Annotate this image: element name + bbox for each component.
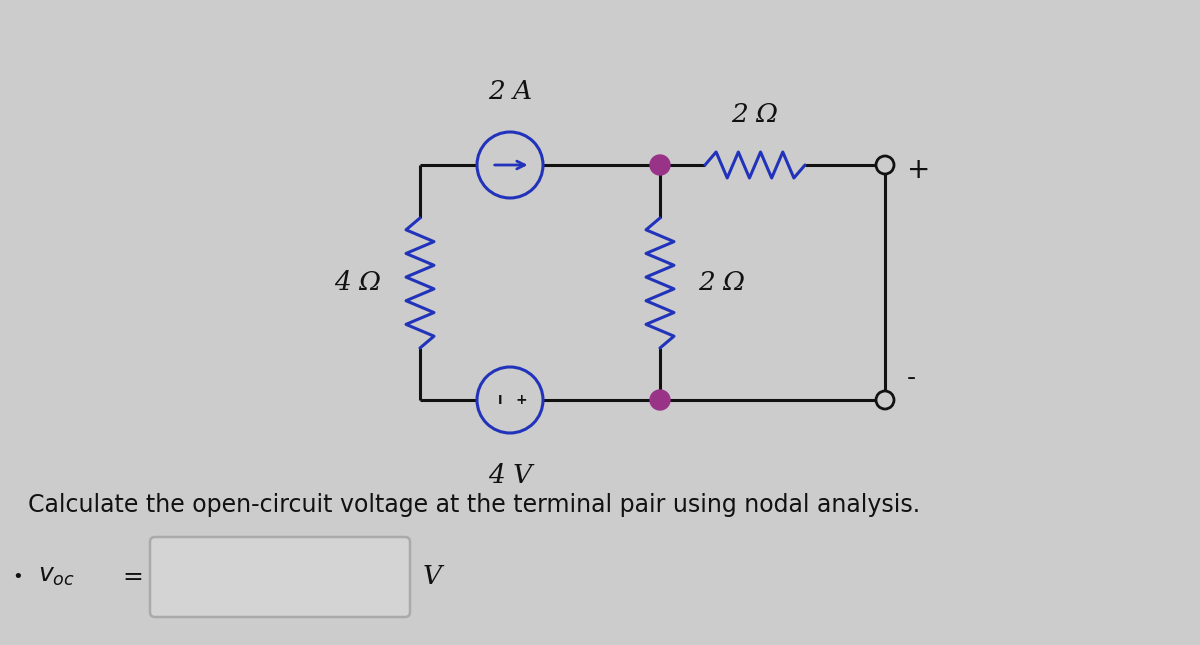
Circle shape xyxy=(876,156,894,174)
Text: +: + xyxy=(907,156,930,184)
Text: -: - xyxy=(907,366,916,390)
Text: Calculate the open-circuit voltage at the terminal pair using nodal analysis.: Calculate the open-circuit voltage at th… xyxy=(28,493,920,517)
Circle shape xyxy=(876,391,894,409)
Circle shape xyxy=(650,155,670,175)
Text: 2 A: 2 A xyxy=(488,79,532,104)
Circle shape xyxy=(650,390,670,410)
FancyBboxPatch shape xyxy=(150,537,410,617)
Text: •: • xyxy=(13,568,23,586)
Text: I: I xyxy=(498,393,503,406)
Text: =: = xyxy=(122,565,143,589)
Text: $\mathit{v}_{oc}$: $\mathit{v}_{oc}$ xyxy=(38,566,74,588)
Text: V: V xyxy=(422,564,442,590)
Text: 4 Ω: 4 Ω xyxy=(335,270,382,295)
Text: 2 Ω: 2 Ω xyxy=(732,102,779,127)
Text: 4 V: 4 V xyxy=(488,463,532,488)
Text: 2 Ω: 2 Ω xyxy=(698,270,745,295)
Text: +: + xyxy=(515,393,527,407)
